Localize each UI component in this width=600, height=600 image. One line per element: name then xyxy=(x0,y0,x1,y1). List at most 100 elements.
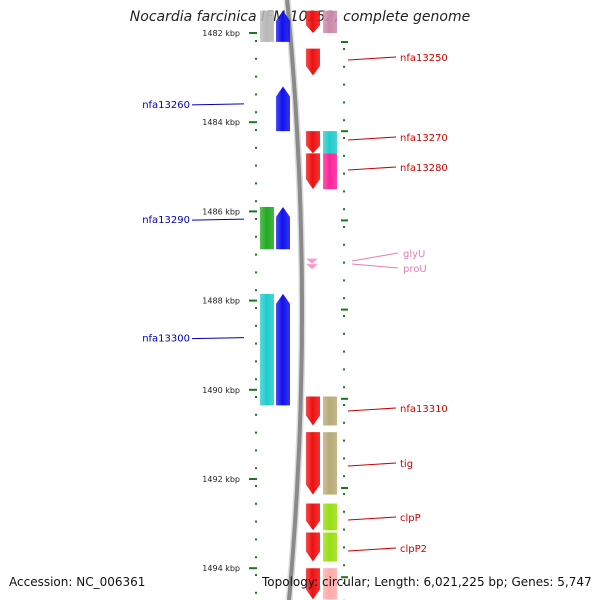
backbone-line xyxy=(285,0,304,600)
clpP-gene-arrow xyxy=(306,503,320,531)
tick-label: 1484 kbp xyxy=(202,118,240,127)
tig-leader xyxy=(347,462,397,467)
minor-tick-dot xyxy=(255,556,257,559)
g-bottom-gene-arrow xyxy=(306,568,320,600)
nfa13300-leader xyxy=(191,337,245,340)
minor-tick-dot xyxy=(343,332,345,335)
tick-label: 1492 kbp xyxy=(202,475,240,484)
clpP2-leader xyxy=(347,547,397,552)
glyU-label: glyU xyxy=(403,249,425,260)
major-tick xyxy=(249,567,257,570)
minor-tick-dot xyxy=(255,342,257,345)
minor-tick-dot xyxy=(343,582,345,584)
minor-tick-dot xyxy=(343,83,345,86)
minor-tick-dot xyxy=(255,413,257,416)
minor-tick-dot xyxy=(343,368,345,371)
major-tick xyxy=(341,308,348,311)
minor-tick-dot xyxy=(255,324,257,327)
major-tick xyxy=(249,32,257,34)
gene-features xyxy=(276,10,320,600)
major-tick xyxy=(341,487,348,489)
nfa13310-label: nfa13310 xyxy=(400,404,448,415)
minor-tick-dot xyxy=(255,538,257,541)
minor-tick-dot xyxy=(343,101,345,104)
tick-label: 1488 kbp xyxy=(202,297,240,306)
proU-leader xyxy=(351,263,399,269)
minor-tick-dot xyxy=(343,172,345,175)
minor-tick-dot xyxy=(343,190,345,193)
gene-labels: nfa13250 nfa13260 nfa13270 nfa13280 nfa13290… xyxy=(142,53,448,555)
tick-label: 1482 kbp xyxy=(202,29,240,38)
minor-tick-dot xyxy=(255,271,257,274)
nfa13260-leader xyxy=(191,103,245,106)
major-tick xyxy=(249,210,257,213)
g-top-right-gene-arrow xyxy=(306,10,320,33)
minor-tick-dot xyxy=(255,93,257,96)
major-tick xyxy=(249,478,257,480)
minor-tick-dot xyxy=(343,386,345,389)
minor-tick-dot xyxy=(255,57,257,60)
minor-tick-dot xyxy=(255,235,257,238)
minor-tick-dot xyxy=(343,137,345,139)
minor-tick-dot xyxy=(343,439,345,442)
clpP2-label: clpP2 xyxy=(400,544,427,555)
nfa13310-gene-arrow xyxy=(306,396,320,426)
nfa13290-gene-arrow xyxy=(276,206,290,250)
minor-tick-dot xyxy=(343,48,345,50)
major-tick xyxy=(341,41,348,43)
nfa13250-label: nfa13250 xyxy=(400,53,448,64)
minor-tick-dot xyxy=(255,396,257,398)
major-tick xyxy=(249,121,257,124)
nfa13300-label: nfa13300 xyxy=(142,334,190,345)
glyU-leader xyxy=(351,252,399,262)
minor-tick-dot xyxy=(255,307,257,309)
minor-tick-dot xyxy=(255,129,257,131)
minor-tick-dot xyxy=(343,315,345,317)
minor-tick-dot xyxy=(343,493,345,495)
minor-tick-dot xyxy=(255,467,257,470)
cog-features xyxy=(260,10,337,600)
minor-tick-dot xyxy=(255,431,257,434)
major-tick xyxy=(249,299,257,302)
tick-label: 1490 kbp xyxy=(202,386,240,395)
minor-tick-dot xyxy=(255,502,257,505)
minor-tick-dot xyxy=(255,164,257,167)
major-tick xyxy=(341,397,348,400)
clpP-label: clpP xyxy=(400,513,421,524)
nfa13310-cog-bar xyxy=(323,396,337,426)
g-top-left-gene-arrow xyxy=(276,10,290,42)
g-bottom-cog-bar xyxy=(323,568,337,600)
tick-label: 1486 kbp xyxy=(202,207,240,216)
glyU-feature xyxy=(306,258,318,264)
tig-cog-bar xyxy=(323,432,337,495)
minor-tick-dot xyxy=(255,200,257,203)
nfa13280-gene-arrow xyxy=(306,153,320,190)
nfa13290-leader xyxy=(191,218,245,221)
genome-summary-text: Topology: circular; Length: 6,021,225 bp… xyxy=(262,575,592,589)
minor-tick-dot xyxy=(255,574,257,576)
g-top-left-cog-bar xyxy=(260,10,274,42)
minor-tick-dot xyxy=(255,591,257,594)
nfa13270-gene-arrow xyxy=(306,131,320,154)
minor-tick-dot xyxy=(255,253,257,256)
minor-tick-dot xyxy=(343,65,345,68)
clpP2-gene-arrow xyxy=(306,532,320,562)
minor-tick-dot xyxy=(343,261,345,264)
tick-label: 1494 kbp xyxy=(202,564,240,573)
minor-tick-dot xyxy=(343,208,345,211)
minor-tick-dot xyxy=(255,449,257,452)
minor-tick-dot xyxy=(255,289,257,292)
tig-label: tig xyxy=(400,459,413,470)
proU-feature xyxy=(306,264,318,270)
nfa13300-gene-arrow xyxy=(276,293,290,406)
nfa13250-gene-arrow xyxy=(306,48,320,76)
minor-tick-dot xyxy=(255,485,257,487)
map-title: Nocardia farcinica IFM 10152, complete g… xyxy=(129,9,471,25)
minor-tick-dot xyxy=(343,279,345,282)
minor-tick-dot xyxy=(255,360,257,363)
tig-gene-arrow xyxy=(306,432,320,495)
minor-tick-dot xyxy=(343,226,345,228)
nfa13270-leader xyxy=(347,136,397,141)
minor-tick-dot xyxy=(343,510,345,513)
